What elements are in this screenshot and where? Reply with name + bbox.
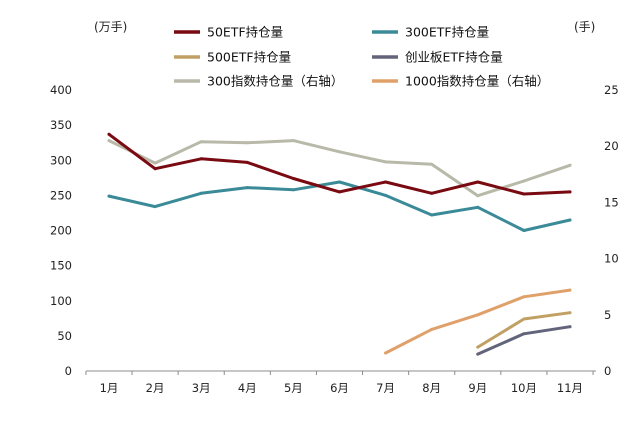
right-y-tick-label: 15 [604, 195, 619, 209]
right-y-tick-label: 25 [604, 83, 619, 97]
data-point [522, 317, 526, 321]
data-point [384, 351, 388, 355]
legend: 50ETF持仓量 300ETF持仓量 500ETF持仓量 创业板ETF持仓量 300指数… [174, 25, 549, 89]
data-point [568, 163, 572, 167]
x-tick-label: 6月 [330, 381, 349, 395]
data-point [153, 167, 157, 171]
data-point [153, 205, 157, 209]
x-tick-label: 10月 [511, 381, 537, 395]
data-point [568, 311, 572, 315]
x-tick-label: 8月 [422, 381, 441, 395]
data-point [338, 180, 341, 184]
left-y-tick-label: 50 [57, 329, 72, 343]
data-point [384, 193, 388, 197]
left-y-tick-label: 250 [50, 188, 72, 202]
left-y-tick-label: 100 [50, 294, 72, 308]
data-point [430, 213, 434, 217]
legend-label: 1000指数持仓量（右轴） [405, 74, 549, 89]
legend-label: 创业板ETF持仓量 [405, 50, 503, 65]
data-point [522, 332, 526, 336]
x-tick-label: 2月 [146, 381, 165, 395]
data-point [430, 327, 434, 331]
data-point [568, 288, 572, 292]
data-point [476, 313, 480, 317]
data-point [522, 229, 526, 232]
data-point [430, 191, 434, 195]
series-line-6 [384, 288, 572, 355]
left-y-tick-label: 400 [50, 83, 72, 97]
data-point [338, 150, 341, 154]
x-tick-label: 9月 [468, 381, 487, 395]
data-point [153, 161, 157, 165]
data-point [107, 139, 111, 143]
data-point [384, 180, 388, 184]
data-point [476, 180, 480, 184]
x-tick-label: 3月 [192, 381, 211, 395]
data-point [568, 325, 572, 329]
data-point [245, 186, 249, 190]
right-y-tick-label: 20 [604, 139, 619, 153]
left-y-tick-label: 150 [50, 259, 72, 273]
data-point [245, 160, 249, 164]
legend-label: 500ETF持仓量 [207, 50, 291, 65]
left-y-tick-label: 300 [50, 153, 72, 167]
x-tick-label: 5月 [284, 381, 303, 395]
data-point [568, 218, 572, 222]
data-point [476, 352, 480, 356]
axes: 1月 2月 3月 4月 5月 6月 7月 8月 9月 10月 11月0501001502002503… [50, 83, 619, 395]
left-y-tick-label: 350 [50, 118, 72, 132]
x-tick-label: 7月 [376, 381, 395, 395]
data-point [384, 160, 388, 164]
data-point [291, 139, 295, 143]
right-y-tick-label: 5 [604, 308, 611, 322]
data-point [199, 140, 203, 144]
x-tick-label: 4月 [238, 381, 257, 395]
data-point [107, 194, 111, 198]
data-point [476, 345, 480, 349]
plot-area [107, 132, 572, 356]
data-point [291, 177, 295, 180]
data-point [338, 190, 341, 194]
series-line-1 [107, 132, 572, 196]
data-point [522, 179, 526, 183]
data-point [107, 132, 111, 136]
data-point [199, 157, 203, 161]
data-point [245, 141, 249, 145]
legend-label: 300指数持仓量（右轴） [207, 74, 343, 89]
legend-label: 50ETF持仓量 [207, 25, 283, 40]
data-point [476, 194, 480, 198]
data-point [430, 162, 434, 166]
data-point [522, 192, 526, 196]
data-point [199, 191, 203, 195]
right-axis-unit: (手) [574, 20, 595, 34]
x-tick-label: 1月 [100, 381, 119, 395]
legend-label: 300ETF持仓量 [405, 25, 489, 40]
data-point [291, 188, 295, 192]
left-y-tick-label: 0 [65, 364, 72, 378]
right-y-tick-label: 10 [604, 252, 619, 266]
left-axis-unit: (万手) [94, 20, 127, 34]
data-point [568, 190, 572, 194]
left-y-tick-label: 200 [50, 224, 72, 238]
right-y-tick-label: 0 [604, 364, 611, 378]
data-point [476, 205, 480, 209]
data-point [522, 295, 526, 299]
x-tick-label: 11月 [557, 381, 583, 395]
